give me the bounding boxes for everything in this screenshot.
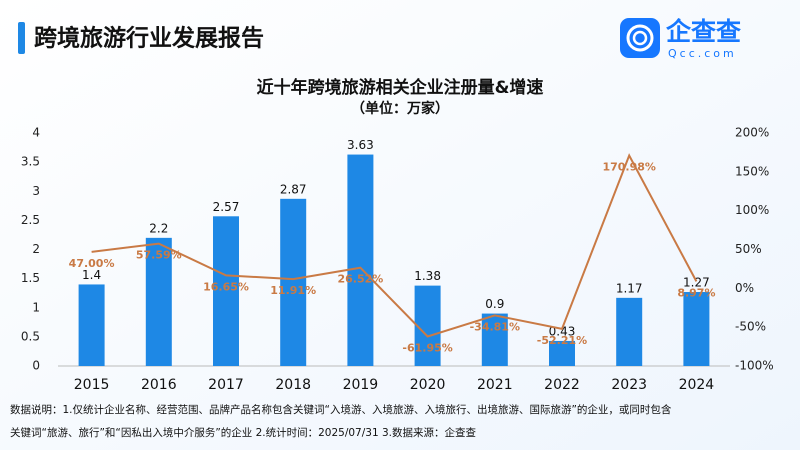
y-tick-label: 0 — [32, 359, 40, 373]
y-tick-label: 1 — [32, 300, 40, 314]
logo: 企查查 Qcc.com — [620, 17, 741, 60]
y2-tick-label: 100% — [735, 203, 769, 217]
line-value-label: -52.21% — [537, 334, 587, 347]
y-tick-label: 3.5 — [21, 155, 40, 169]
line-value-label: 11.91% — [270, 284, 316, 297]
bar-value-label: 3.63 — [347, 138, 374, 152]
x-tick-label: 2015 — [74, 377, 110, 393]
line-value-label: 170.98% — [602, 161, 655, 174]
x-tick-label: 2024 — [679, 377, 715, 393]
report-title: 跨境旅游行业发展报告 — [34, 25, 264, 52]
bar — [616, 297, 643, 366]
y-tick-label: 3 — [32, 184, 40, 198]
y-tick-label: 2 — [32, 242, 40, 256]
x-tick-label: 2021 — [477, 377, 513, 393]
line-value-label: -34.81% — [470, 320, 520, 333]
bar-value-label: 1.27 — [683, 276, 710, 290]
y2-tick-label: 50% — [735, 242, 762, 256]
y-tick-label: 4 — [32, 126, 40, 140]
title-accent — [18, 22, 25, 54]
y-tick-label: 0.5 — [21, 329, 40, 343]
x-tick-label: 2016 — [141, 377, 177, 393]
logo-ring — [632, 30, 648, 46]
x-tick-label: 2022 — [544, 377, 580, 393]
bar — [347, 154, 374, 366]
x-tick-label: 2019 — [343, 377, 379, 393]
bar-value-label: 2.2 — [149, 221, 168, 235]
bar-value-label: 2.87 — [280, 182, 307, 196]
growth-line — [91, 153, 698, 338]
y-tick-label: 2.5 — [21, 213, 40, 227]
bar — [78, 284, 105, 366]
y2-tick-label: 0% — [735, 281, 754, 295]
bar-value-label: 1.17 — [616, 281, 643, 295]
y-tick-label: 1.5 — [21, 271, 40, 285]
bar — [683, 292, 710, 366]
line-value-label: 16.65% — [203, 280, 249, 293]
line-value-label: 47.00% — [69, 257, 115, 270]
bar — [145, 237, 172, 366]
line-value-label: 8.97% — [677, 286, 715, 299]
chart-subtitle: （单位：万家） — [351, 100, 449, 117]
logo-url: Qcc.com — [668, 47, 737, 60]
note-line: 关键词“旅游、旅行”和“因私出入境中介服务”的企业 2.统计时间：2025/07… — [10, 426, 476, 439]
logo-name: 企查查 — [666, 17, 741, 46]
bar — [481, 313, 508, 366]
y2-tick-label: 150% — [735, 164, 769, 178]
logo-icon — [620, 18, 660, 58]
line-value-label: 57.59% — [136, 249, 182, 262]
chart-title: 近十年跨境旅游相关企业注册量&增速 — [257, 77, 544, 98]
bar — [213, 216, 239, 366]
x-tick-label: 2020 — [410, 377, 446, 393]
y2-tick-label: 200% — [735, 126, 769, 140]
bar — [549, 340, 575, 366]
x-tick-label: 2017 — [208, 377, 244, 393]
logo-ring — [626, 24, 654, 52]
y2-tick-label: -50% — [735, 320, 766, 334]
bar — [280, 198, 307, 366]
line-value-label: 26.52% — [337, 273, 383, 286]
x-tick-label: 2023 — [611, 377, 647, 393]
bar — [414, 285, 441, 366]
x-tick-label: 2018 — [275, 377, 311, 393]
bar-value-label: 1.38 — [414, 269, 441, 283]
note-line: 数据说明：1.仅统计企业名称、经营范围、品牌产品名称包含关键词“入境游、入境旅游… — [10, 403, 672, 416]
bar-value-label: 2.57 — [213, 200, 240, 214]
bar-value-label: 1.4 — [82, 268, 101, 282]
bar-value-label: 0.9 — [485, 297, 504, 311]
y2-tick-label: -100% — [735, 359, 774, 373]
line-value-label: -61.95% — [402, 341, 452, 354]
